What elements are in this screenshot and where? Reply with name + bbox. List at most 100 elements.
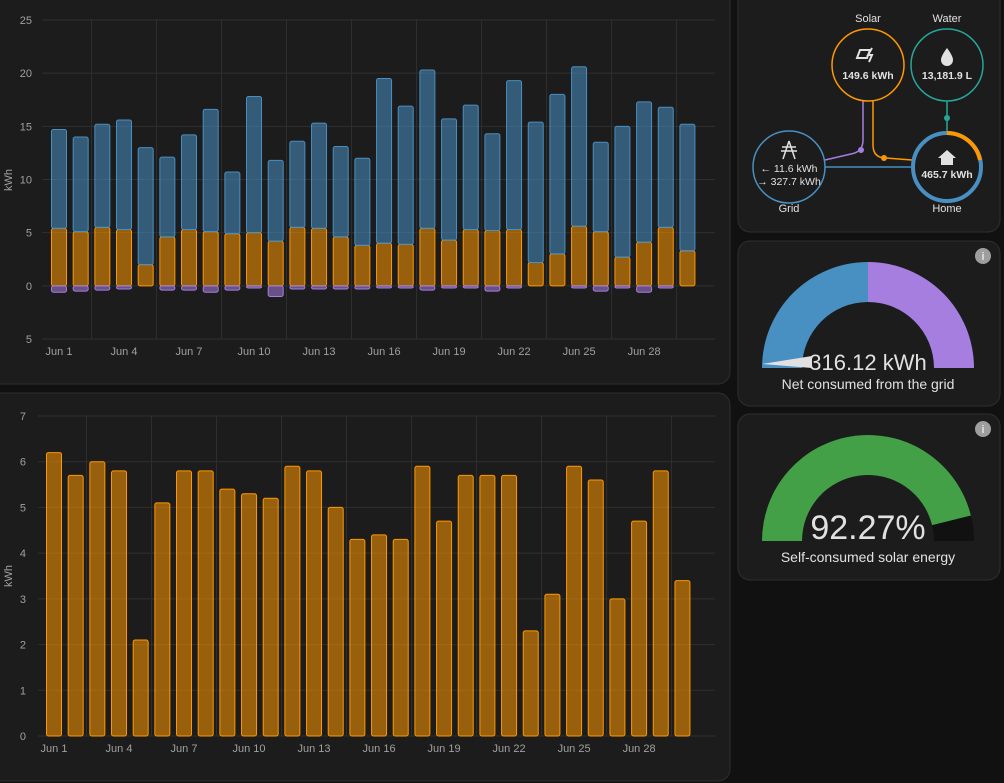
bar	[246, 232, 263, 287]
bar	[506, 80, 523, 230]
bar	[501, 474, 518, 737]
bar	[159, 156, 176, 238]
bar	[419, 227, 436, 287]
y-tick-label: 25	[20, 15, 32, 27]
bar	[51, 285, 67, 293]
bar	[549, 93, 566, 255]
gauge-arc	[762, 434, 971, 541]
bar	[674, 580, 691, 737]
x-tick-label: Jun 10	[233, 743, 266, 755]
bar	[657, 285, 674, 289]
bar	[376, 285, 393, 289]
x-tick-label: Jun 16	[368, 346, 401, 358]
node-value: 13,181.9 L	[922, 70, 973, 82]
info-glyph: i	[981, 251, 984, 263]
flow-dot	[881, 155, 887, 161]
bar	[267, 285, 284, 297]
bar	[111, 470, 128, 737]
bar	[159, 236, 176, 287]
bar	[522, 630, 539, 737]
bar	[419, 69, 436, 229]
bar	[224, 285, 241, 291]
y-axis-title: kWh	[3, 169, 15, 191]
bar	[116, 285, 133, 290]
bar	[289, 226, 306, 287]
bar	[289, 140, 306, 228]
bar	[636, 101, 653, 243]
bar	[94, 226, 111, 287]
bar	[241, 493, 258, 737]
bar	[614, 256, 631, 287]
x-tick-label: Jun 13	[303, 346, 336, 358]
bar	[159, 285, 176, 291]
grid-node	[752, 130, 826, 204]
bar	[306, 470, 323, 737]
bar	[311, 285, 328, 290]
bar	[311, 122, 328, 229]
bar	[246, 96, 263, 234]
x-tick-label: Jun 16	[363, 743, 396, 755]
bar	[72, 285, 89, 292]
info-icon[interactable]	[975, 421, 991, 437]
x-tick-label: Jun 7	[176, 346, 203, 358]
y-tick-label: 20	[20, 68, 32, 80]
bar	[202, 231, 219, 287]
home-icon	[938, 150, 956, 165]
info-glyph: i	[981, 424, 984, 436]
bar	[181, 134, 198, 230]
bar	[462, 285, 479, 289]
x-tick-label: Jun 22	[498, 346, 531, 358]
bar	[89, 461, 106, 737]
bar	[224, 233, 241, 287]
bar	[397, 105, 414, 245]
node-value: 465.7 kWh	[921, 169, 972, 181]
y-tick-label: 5	[26, 334, 32, 346]
x-tick-label: Jun 19	[433, 346, 466, 358]
solar-icon	[855, 47, 874, 63]
y-tick-label: 5	[20, 502, 26, 514]
x-tick-label: Jun 22	[493, 743, 526, 755]
bar	[51, 227, 67, 287]
bar	[614, 285, 631, 289]
bar	[544, 593, 561, 737]
info-icon[interactable]	[975, 248, 991, 264]
bar	[197, 470, 214, 737]
y-tick-label: 5	[26, 228, 32, 240]
bar	[267, 159, 284, 242]
bar	[506, 228, 523, 287]
bar	[479, 474, 496, 737]
bar	[609, 598, 626, 737]
y-tick-label: 4	[20, 548, 26, 560]
bar	[311, 227, 328, 287]
x-tick-label: Jun 1	[41, 743, 68, 755]
gauge: i 92.27% Self-consumed solar energy	[762, 421, 991, 565]
bar	[397, 285, 414, 289]
bar	[224, 171, 241, 235]
home-ring	[946, 131, 982, 161]
x-tick-label: Jun 28	[623, 743, 656, 755]
bar	[527, 121, 544, 263]
bar	[116, 228, 133, 287]
gauge-name: Net consumed from the grid	[782, 376, 955, 392]
grid-consumption: → 327.7 kWh	[757, 176, 821, 188]
bar	[392, 538, 409, 737]
bar	[636, 241, 653, 287]
y-tick-label: 1	[20, 685, 26, 697]
bar	[116, 119, 133, 230]
node-label: Solar	[855, 13, 881, 25]
bar	[332, 285, 349, 290]
bar	[94, 123, 111, 228]
y-tick-label: 7	[20, 411, 26, 423]
bar	[137, 264, 154, 287]
bar	[484, 133, 501, 232]
bar	[72, 136, 89, 233]
bar	[571, 66, 588, 227]
bar	[631, 520, 648, 737]
bar	[354, 285, 371, 290]
bar	[527, 261, 544, 287]
bar	[327, 506, 344, 737]
bar	[462, 228, 479, 287]
solar-node	[831, 28, 905, 102]
y-tick-label: 6	[20, 457, 26, 469]
